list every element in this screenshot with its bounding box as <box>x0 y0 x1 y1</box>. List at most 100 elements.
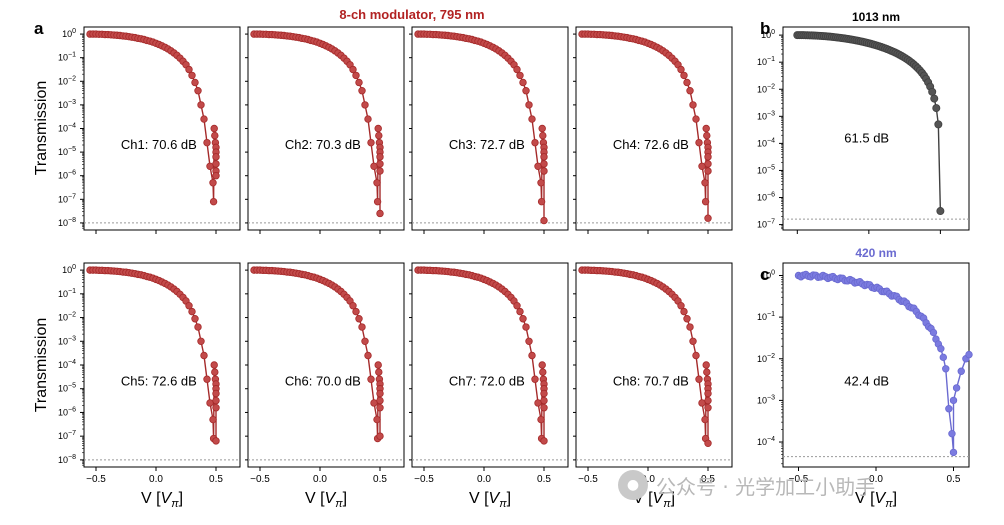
data-point <box>540 153 548 161</box>
annotation-ch4: Ch4: 72.6 dB <box>613 137 689 152</box>
x-axis-label-4: V [Vπ] <box>633 490 675 510</box>
data-point <box>528 351 536 360</box>
data-point <box>695 375 703 383</box>
data-point <box>373 197 382 206</box>
data-point <box>375 131 383 140</box>
y-tick-label: 10−1 <box>58 288 76 299</box>
data-point <box>361 337 369 345</box>
y-tick-label: 10−5 <box>58 383 76 394</box>
x-tick-label: 0.0 <box>149 474 163 485</box>
data-point <box>704 389 712 398</box>
data-point <box>936 207 945 216</box>
x-tick-label: 0.0 <box>869 474 883 485</box>
data-point <box>212 153 220 161</box>
data-point <box>185 301 193 310</box>
data-point <box>522 323 530 331</box>
data-point <box>540 437 548 445</box>
data-point <box>212 172 220 180</box>
data-point <box>358 323 366 331</box>
data-point <box>531 375 539 383</box>
data-point <box>212 403 220 412</box>
data-point <box>376 432 384 440</box>
y-tick-label: 10−6 <box>58 170 76 181</box>
data-point <box>197 337 205 345</box>
data-point <box>704 160 712 168</box>
data-point <box>952 384 961 392</box>
data-point <box>212 396 220 405</box>
data-point <box>210 361 218 369</box>
watermark: ● 公众号 · 光学加工小助手 <box>618 470 875 500</box>
y-tick-label: 10−3 <box>58 335 76 346</box>
data-point <box>686 323 694 331</box>
data-point <box>513 65 521 74</box>
figure-top-title: 8-ch modulator, 795 nm <box>339 7 484 22</box>
data-point <box>538 124 546 133</box>
panel-title-b: 1013 nm <box>852 10 900 24</box>
data-point <box>540 396 548 405</box>
data-point <box>540 160 548 168</box>
x-tick-label: −0.5 <box>414 474 434 485</box>
data-point <box>210 124 218 133</box>
data-point <box>519 315 527 323</box>
data-point <box>516 71 524 80</box>
x-tick-label: 0.5 <box>947 474 961 485</box>
data-point <box>375 368 383 376</box>
annotation-ch8: Ch8: 70.7 dB <box>613 373 689 388</box>
x-axis-label-3: V [Vπ] <box>469 490 511 510</box>
data-point <box>702 361 710 369</box>
data-point <box>930 94 939 103</box>
y-axis-label-2: Transmission <box>33 318 50 413</box>
data-point <box>539 368 547 376</box>
x-tick-label: 0.5 <box>537 474 551 485</box>
data-point <box>689 337 697 345</box>
data-point <box>677 301 685 310</box>
y-tick-label: 100 <box>761 29 775 40</box>
y-tick-label: 10−5 <box>58 146 76 157</box>
data-point <box>695 138 703 147</box>
data-point <box>373 179 381 187</box>
x-tick-label: 0.5 <box>209 474 223 485</box>
data-point <box>965 350 973 359</box>
data-point <box>367 138 375 147</box>
data-point <box>211 131 219 140</box>
y-axis-label-1: Transmission <box>33 81 50 176</box>
annotation-c: 42.4 dB <box>844 373 889 388</box>
x-axis-label-2: V [Vπ] <box>305 490 347 510</box>
data-point <box>361 101 369 109</box>
wechat-logo-icon: ● <box>618 470 648 500</box>
data-point <box>531 138 539 147</box>
annotation-ch6: Ch6: 70.0 dB <box>285 373 361 388</box>
x-tick-label: 0.0 <box>641 474 655 485</box>
data-point <box>209 197 218 206</box>
data-point <box>701 179 709 187</box>
data-point <box>349 65 357 74</box>
data-point <box>928 87 937 96</box>
data-point <box>689 101 697 109</box>
data-point <box>937 344 945 353</box>
y-tick-label: 10−4 <box>757 137 775 148</box>
data-point <box>949 396 958 405</box>
y-tick-label: 10−6 <box>757 192 775 203</box>
data-point <box>191 78 199 87</box>
data-point <box>197 101 205 109</box>
data-point <box>203 375 211 383</box>
x-axis-label-1: V [Vπ] <box>141 490 183 510</box>
x-tick-label: 0.5 <box>373 474 387 485</box>
data-point <box>376 167 384 175</box>
data-point <box>374 124 382 133</box>
data-point <box>702 124 710 133</box>
data-point <box>701 197 710 206</box>
y-tick-label: 10−6 <box>58 406 76 417</box>
data-point <box>692 351 700 360</box>
data-point <box>948 429 956 438</box>
y-tick-label: 10−3 <box>757 110 775 121</box>
data-point <box>349 301 357 310</box>
data-point <box>692 115 700 123</box>
data-point <box>539 131 547 140</box>
x-tick-label: 0.0 <box>477 474 491 485</box>
y-tick-label: 10−4 <box>58 359 76 370</box>
data-point <box>703 368 711 376</box>
data-point <box>191 315 199 323</box>
data-point <box>537 179 545 187</box>
data-point <box>188 307 196 316</box>
